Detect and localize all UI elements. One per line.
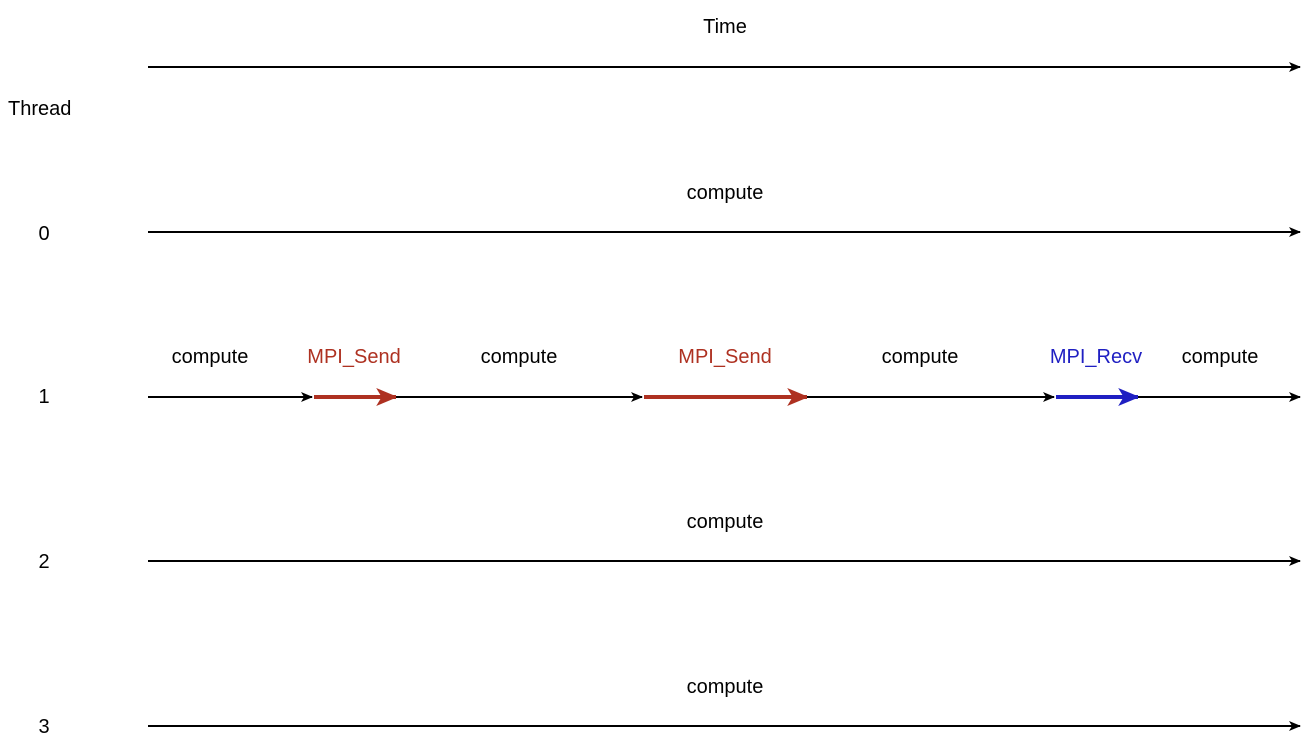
segment-label: compute (172, 346, 249, 368)
thread-row-3: 3 compute (38, 676, 1301, 738)
thread-row-2: 2 compute (38, 511, 1301, 573)
segment-label: MPI_Send (678, 346, 771, 368)
thread-id-label: 2 (38, 551, 49, 573)
segment-label: compute (687, 182, 764, 204)
segment-label: compute (882, 346, 959, 368)
thread-row-0: 0 compute (38, 182, 1301, 245)
thread-id-label: 1 (38, 386, 49, 408)
time-axis-label: Time (703, 16, 747, 38)
segment-label: compute (481, 346, 558, 368)
segment-label: compute (1182, 346, 1259, 368)
segment-label: compute (687, 511, 764, 533)
thread-id-label: 0 (38, 223, 49, 245)
thread-axis-label: Thread (8, 98, 71, 120)
thread-id-label: 3 (38, 716, 49, 738)
segment-label: MPI_Recv (1050, 346, 1142, 368)
thread-row-1: 1 compute MPI_Send compute MPI_Send comp… (38, 346, 1301, 408)
segment-label: MPI_Send (307, 346, 400, 368)
segment-label: compute (687, 676, 764, 698)
